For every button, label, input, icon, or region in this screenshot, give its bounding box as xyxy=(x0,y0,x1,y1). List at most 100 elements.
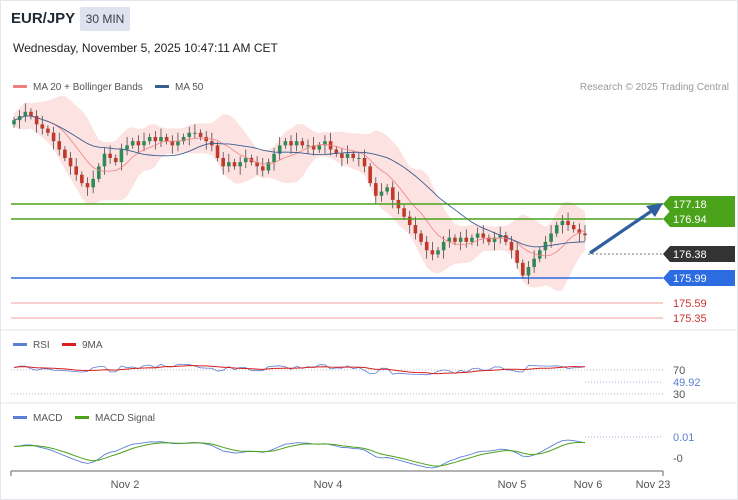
candle-body xyxy=(108,153,112,158)
candle-body xyxy=(583,233,587,236)
level-tag-176-94: 176.94 xyxy=(663,211,735,227)
interval-button[interactable]: 30 MIN xyxy=(80,7,130,31)
candle-body xyxy=(424,241,429,251)
candle-body xyxy=(51,132,56,142)
candle-body xyxy=(453,237,457,242)
candle-body xyxy=(458,237,463,242)
candle-body xyxy=(283,141,288,146)
legend-label-macd-signal: MACD Signal xyxy=(95,413,155,424)
candle-body xyxy=(300,141,305,146)
candle-body xyxy=(571,225,576,230)
candle-body xyxy=(537,250,542,259)
candle-body xyxy=(113,157,118,163)
candle-body xyxy=(390,187,395,200)
candle-body xyxy=(566,220,570,226)
level-tag-176-38: 176.38 xyxy=(663,246,735,262)
macd-signal-line xyxy=(13,441,586,467)
candle-body xyxy=(515,250,519,263)
candle-body xyxy=(430,250,435,255)
candle-body xyxy=(243,157,248,163)
rsi-ma-line xyxy=(13,364,586,375)
level-label-177-18: 177.18 xyxy=(673,199,707,211)
candles-group xyxy=(12,103,587,284)
candle-body xyxy=(12,120,16,125)
candle-body xyxy=(306,145,310,147)
rsi-line xyxy=(13,363,586,376)
candle-body xyxy=(46,128,50,133)
candle-body xyxy=(260,166,265,171)
legend-label-rsi: RSI xyxy=(33,340,50,351)
legend-swatch-ma50 xyxy=(155,85,169,88)
time-label-nov-4: Nov 4 xyxy=(314,479,343,491)
macd-line xyxy=(13,439,586,469)
candle-body xyxy=(68,157,73,167)
rsi-label-30: 30 xyxy=(673,389,685,401)
macd-panel: MACD MACD Signal 0.01 -0 xyxy=(13,413,694,469)
macd-last-value: 0.01 xyxy=(673,432,694,444)
candle-body xyxy=(91,178,95,188)
candle-body xyxy=(509,241,514,251)
candle-body xyxy=(266,162,271,171)
symbol-title: EUR/JPY xyxy=(11,10,76,27)
candle-body xyxy=(170,141,175,146)
candle-body xyxy=(125,145,129,150)
level-tag-175-99: 175.99 xyxy=(663,270,735,286)
candle-body xyxy=(345,153,350,158)
legend-label-ma50: MA 50 xyxy=(175,82,204,93)
level-tag-177-18: 177.18 xyxy=(663,196,735,212)
candle-body xyxy=(74,166,78,175)
rsi-last-value: 49.92 xyxy=(673,377,701,389)
candle-body xyxy=(40,124,45,129)
level-label-175-59: 175.59 xyxy=(673,298,707,310)
candle-body xyxy=(521,262,525,276)
candle-body xyxy=(34,115,39,125)
candle-body xyxy=(368,166,372,184)
candle-body xyxy=(334,149,339,154)
chart-datetime: Wednesday, November 5, 2025 10:47:11 AM … xyxy=(13,41,278,55)
legend-swatch-rsi-ma xyxy=(62,343,76,346)
chart-header: EUR/JPY 30 MIN Wednesday, November 5, 20… xyxy=(0,0,738,70)
time-label-nov-2: Nov 2 xyxy=(111,479,140,491)
candle-body xyxy=(357,157,361,159)
candle-body xyxy=(577,229,582,234)
candle-body xyxy=(227,162,231,167)
legend-swatch-rsi xyxy=(13,343,27,346)
candle-body xyxy=(419,233,423,242)
candle-body xyxy=(164,136,169,142)
bollinger-band-fill xyxy=(14,96,585,291)
candle-body xyxy=(193,132,197,134)
candle-body xyxy=(532,258,536,268)
legend-label-macd: MACD xyxy=(33,413,62,424)
forecast-arrow-head xyxy=(646,203,663,217)
candle-body xyxy=(272,153,276,163)
candle-body xyxy=(130,141,135,146)
rsi-label-70: 70 xyxy=(673,365,685,377)
candle-body xyxy=(317,145,322,150)
candle-body xyxy=(181,136,186,142)
candle-body xyxy=(142,141,146,146)
candle-body xyxy=(311,145,316,150)
time-label-nov-5: Nov 5 xyxy=(498,479,527,491)
candle-body xyxy=(221,157,225,167)
candle-body xyxy=(323,141,327,146)
candle-body xyxy=(374,183,378,196)
candle-body xyxy=(232,162,237,167)
candle-body xyxy=(441,241,446,251)
forecast-arrow xyxy=(589,208,654,255)
macd-label-zero: -0 xyxy=(673,453,683,465)
candle-body xyxy=(238,162,242,167)
candle-body xyxy=(63,149,67,158)
candle-body xyxy=(549,233,553,242)
price-panel: 177.18 176.94 176.38 175.99 175.59 175.3… xyxy=(11,96,735,325)
candle-body xyxy=(526,267,531,276)
candle-body xyxy=(481,233,486,238)
candle-body xyxy=(23,111,28,116)
candle-body xyxy=(385,187,389,192)
candle-body xyxy=(136,141,141,146)
candle-body xyxy=(176,141,180,146)
candle-body xyxy=(80,174,84,184)
candle-body xyxy=(413,225,418,234)
candle-body xyxy=(29,111,33,116)
time-label-nov-23: Nov 23 xyxy=(636,479,671,491)
